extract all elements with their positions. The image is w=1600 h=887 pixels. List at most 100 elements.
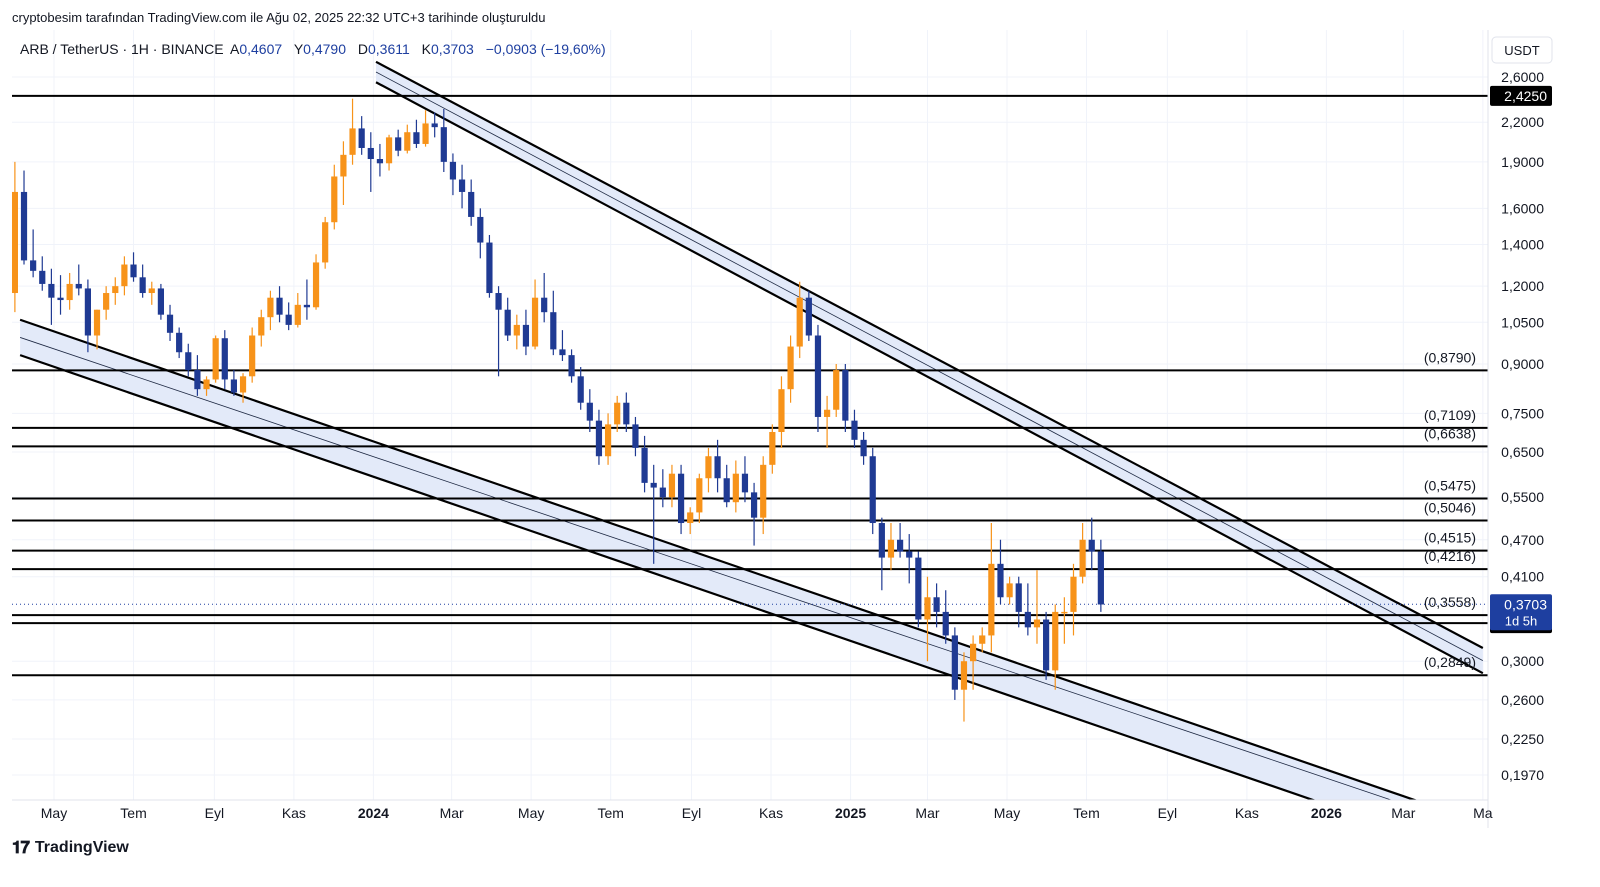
candle-down[interactable] — [805, 290, 812, 341]
candle-down[interactable] — [376, 143, 384, 177]
candle-down[interactable] — [659, 469, 666, 508]
candle-down[interactable] — [896, 523, 904, 558]
candle-down[interactable] — [933, 583, 940, 628]
candle-down[interactable] — [194, 355, 201, 396]
candle-up[interactable] — [513, 314, 520, 350]
candle-down[interactable] — [623, 392, 630, 432]
candle-down[interactable] — [842, 364, 849, 432]
candle-up[interactable] — [349, 98, 356, 165]
candle-down[interactable] — [166, 304, 174, 341]
candle-down[interactable] — [367, 132, 374, 192]
candle-up[interactable] — [531, 279, 539, 350]
candle-down[interactable] — [413, 119, 420, 148]
candle-up[interactable] — [924, 576, 931, 662]
candle-down[interactable] — [395, 129, 402, 157]
candle-up[interactable] — [212, 335, 219, 383]
candle-up[interactable] — [249, 327, 256, 383]
upper-channel-upper-line[interactable] — [375, 60, 1484, 649]
candle-down[interactable] — [20, 170, 28, 265]
candle-down[interactable] — [750, 482, 758, 546]
candle-up[interactable] — [604, 413, 612, 465]
candle-down[interactable] — [157, 283, 165, 320]
candle-up[interactable] — [312, 254, 320, 310]
candlesticks[interactable] — [12, 98, 1104, 722]
candle-up[interactable] — [970, 635, 977, 690]
candle-down[interactable] — [586, 389, 593, 432]
candle-up[interactable] — [1079, 523, 1086, 584]
candle-up[interactable] — [422, 110, 429, 147]
candle-down[interactable] — [468, 179, 475, 226]
candle-down[interactable] — [1024, 583, 1031, 636]
candle-up[interactable] — [258, 309, 265, 347]
candle-up[interactable] — [988, 523, 995, 653]
support-resistance-levels[interactable]: 2,4250 (0,8790) (0,7109) (0,6638) (0,5475) (0… — [12, 85, 1552, 677]
candle-down[interactable] — [869, 447, 876, 535]
candle-up[interactable] — [778, 376, 785, 448]
candle-down[interactable] — [431, 112, 438, 138]
candle-up[interactable] — [960, 652, 968, 722]
candle-down[interactable] — [915, 551, 922, 628]
candle-up[interactable] — [322, 216, 329, 269]
candle-down[interactable] — [541, 272, 548, 323]
candle-down[interactable] — [714, 439, 721, 493]
candle-up[interactable] — [66, 272, 73, 310]
candle-up[interactable] — [340, 141, 347, 205]
candle-down[interactable] — [1088, 517, 1095, 571]
upper-channel-lower-line[interactable] — [375, 81, 1484, 675]
candle-down[interactable] — [458, 164, 466, 209]
candle-down[interactable] — [1043, 611, 1050, 680]
footer-brand[interactable]: 𝟏𝟕 TradingView — [12, 838, 129, 858]
candle-up[interactable] — [294, 293, 301, 328]
candle-down[interactable] — [486, 234, 493, 298]
candle-down[interactable] — [285, 302, 292, 331]
candle-up[interactable] — [1033, 570, 1041, 644]
candle-up[interactable] — [203, 376, 210, 396]
candle-down[interactable] — [723, 464, 730, 508]
candle-down[interactable] — [221, 330, 228, 390]
candle-down[interactable] — [39, 256, 46, 291]
candle-down[interactable] — [942, 590, 949, 644]
candle-down[interactable] — [495, 286, 502, 377]
candle-down[interactable] — [130, 252, 137, 282]
candle-down[interactable] — [449, 153, 457, 196]
candle-down[interactable] — [814, 324, 822, 432]
candle-up[interactable] — [1006, 576, 1013, 605]
candle-down[interactable] — [57, 275, 64, 315]
candle-up[interactable] — [331, 164, 338, 230]
candle-up[interactable] — [1052, 604, 1059, 690]
candle-up[interactable] — [103, 286, 110, 320]
candle-down[interactable] — [230, 370, 238, 396]
candle-up[interactable] — [12, 161, 18, 313]
candle-down[interactable] — [559, 330, 566, 362]
candle-down[interactable] — [550, 290, 557, 356]
candle-down[interactable] — [951, 627, 958, 700]
candle-down[interactable] — [522, 309, 530, 356]
candle-down[interactable] — [276, 286, 283, 323]
candle-up[interactable] — [979, 627, 986, 653]
candle-up[interactable] — [121, 256, 128, 296]
candle-down[interactable] — [851, 409, 858, 448]
candle-up[interactable] — [769, 424, 776, 474]
candle-down[interactable] — [650, 464, 657, 564]
candle-up[interactable] — [614, 395, 621, 432]
candle-up[interactable] — [796, 281, 803, 359]
candle-down[interactable] — [303, 279, 311, 320]
candle-down[interactable] — [504, 297, 511, 341]
candle-up[interactable] — [705, 447, 712, 493]
candle-down[interactable] — [906, 534, 913, 584]
candle-up[interactable] — [823, 395, 831, 448]
candle-up[interactable] — [239, 373, 247, 403]
candle-down[interactable] — [568, 349, 575, 383]
candle-up[interactable] — [668, 464, 676, 508]
candle-up[interactable] — [787, 335, 794, 403]
candle-down[interactable] — [997, 539, 1004, 605]
candle-up[interactable] — [267, 290, 274, 331]
candle-down[interactable] — [860, 431, 867, 465]
candle-up[interactable] — [696, 473, 703, 524]
candle-down[interactable] — [577, 367, 584, 410]
trend-channels[interactable] — [19, 60, 1484, 818]
candle-down[interactable] — [176, 327, 183, 359]
candle-up[interactable] — [148, 281, 155, 305]
candle-down[interactable] — [741, 456, 749, 503]
